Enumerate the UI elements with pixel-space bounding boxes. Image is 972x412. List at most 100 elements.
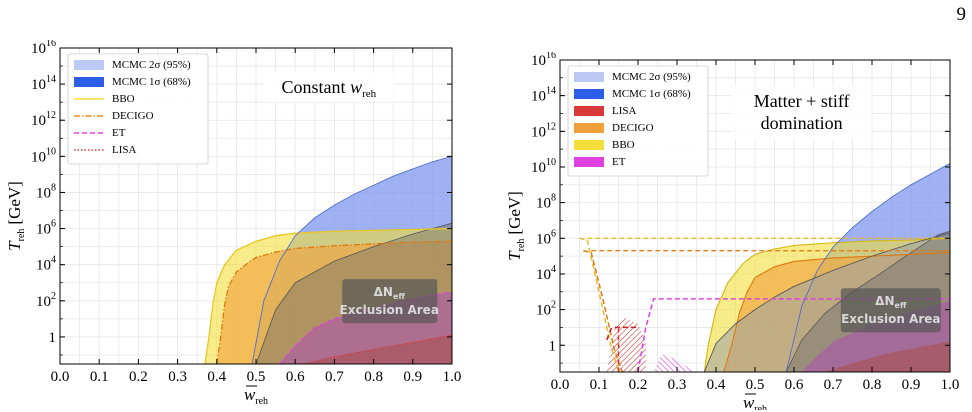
exclusion-label-text: Exclusion Area xyxy=(841,312,940,326)
y-tick-exp: 12 xyxy=(546,121,556,132)
y-tick-label: 106 xyxy=(36,219,56,238)
y-tick-exp: 10 xyxy=(46,146,56,157)
hatched-et-region xyxy=(653,354,693,372)
legend-label: LISA xyxy=(612,105,637,117)
legend-swatch xyxy=(574,72,604,82)
x-tick-label: 0.5 xyxy=(247,369,266,385)
x-tick-label: 0.4 xyxy=(707,377,726,393)
x-axis-label: wreh xyxy=(743,393,767,410)
y-tick-label: 1 xyxy=(49,330,57,346)
annotation-box xyxy=(263,72,394,102)
legend-label: ET xyxy=(612,156,626,168)
y-tick-label: 102 xyxy=(36,291,56,310)
legend-swatch xyxy=(574,123,604,133)
curve-mcmc-1sigma xyxy=(703,232,950,372)
y-tick-exp: 14 xyxy=(546,86,556,97)
x-tick-label: 1.0 xyxy=(443,369,462,385)
x-tick-label: 0.1 xyxy=(90,369,109,385)
y-tick-base: 10 xyxy=(531,124,546,140)
legend-label: MCMC 1σ (68%) xyxy=(112,76,191,88)
y-tick-label: 1014 xyxy=(31,74,56,93)
x-axis-sub: reh xyxy=(754,404,767,410)
y-tick-base: 10 xyxy=(536,303,551,319)
y-tick-exp: 14 xyxy=(46,74,56,85)
y-tick-exp: 4 xyxy=(551,264,556,275)
curve-decigo xyxy=(216,240,452,364)
curve-mcmc xyxy=(785,163,950,372)
exclusion-label-box xyxy=(840,288,941,333)
y-tick-label: 1010 xyxy=(531,157,556,176)
y-tick-base: 10 xyxy=(36,185,51,201)
x-tick-label: 0.3 xyxy=(168,369,187,385)
x-axis-symbol: w xyxy=(743,393,755,410)
y-tick-exp: 8 xyxy=(51,182,56,193)
y-tick-exp: 16 xyxy=(546,52,556,61)
legend-swatch xyxy=(574,140,604,150)
x-tick-label: 0.1 xyxy=(590,377,609,393)
x-tick-label: 0.6 xyxy=(785,377,804,393)
x-tick-label: 0.2 xyxy=(129,369,148,385)
y-axis-sub: reh xyxy=(516,239,527,252)
legend-label: BBO xyxy=(112,93,135,105)
x-tick-label: 0.3 xyxy=(668,377,687,393)
exclusion-label-sub: eff xyxy=(895,301,907,310)
y-tick-exp: 8 xyxy=(551,193,556,204)
y-tick-base: 10 xyxy=(531,89,546,105)
x-tick-label: 0.8 xyxy=(863,377,882,393)
y-tick-label: 102 xyxy=(536,300,556,319)
annotation-box xyxy=(731,86,872,140)
page-number: 9 xyxy=(956,4,967,25)
legend-swatch xyxy=(574,106,604,116)
low-w-curve-lisa xyxy=(606,326,638,341)
y-tick-base: 10 xyxy=(531,160,546,176)
x-tick-label: 0.9 xyxy=(403,369,422,385)
legend-label: MCMC 1σ (68%) xyxy=(612,88,691,100)
x-tick-label: 0.8 xyxy=(364,369,383,385)
y-tick-base: 10 xyxy=(536,267,551,283)
legend-label: BBO xyxy=(612,139,635,151)
legend-label: ET xyxy=(112,127,126,139)
y-axis-sub: reh xyxy=(16,229,27,242)
y-tick-base: 10 xyxy=(36,258,51,274)
y-tick-label: 104 xyxy=(36,255,56,274)
y-tick-label: 1012 xyxy=(531,121,556,140)
area-lisa xyxy=(303,335,452,364)
y-tick-label: 108 xyxy=(536,193,556,212)
curve-bbo xyxy=(703,237,950,372)
curve-mcmc xyxy=(251,155,452,364)
y-tick-label: 1010 xyxy=(31,146,56,165)
legend-label: LISA xyxy=(112,144,137,156)
x-tick-label: 0.7 xyxy=(824,377,843,393)
y-tick-exp: 16 xyxy=(46,40,56,49)
y-tick-exp: 10 xyxy=(546,157,556,168)
y-tick-base: 10 xyxy=(531,53,546,69)
annotation-symbol: w xyxy=(350,77,362,97)
legend-swatch xyxy=(574,157,604,167)
x-tick-label: 0.5 xyxy=(746,377,765,393)
x-tick-label: 0.7 xyxy=(325,369,344,385)
y-tick-base: 10 xyxy=(31,77,46,93)
y-tick-exp: 6 xyxy=(551,228,556,239)
y-tick-exp: 12 xyxy=(46,110,56,121)
exclusion-label-sub: eff xyxy=(393,292,405,301)
x-tick-label: 0.6 xyxy=(286,369,305,385)
y-tick-label: 106 xyxy=(536,228,556,247)
x-tick-label: 0.0 xyxy=(51,369,70,385)
y-tick-base: 10 xyxy=(536,196,551,212)
legend-swatch xyxy=(74,60,104,70)
y-axis-label: Treh [GeV] xyxy=(5,181,27,251)
y-tick-base: 10 xyxy=(536,231,551,247)
x-tick-label: 0.2 xyxy=(629,377,648,393)
y-axis-symbol: T xyxy=(5,240,24,251)
x-axis-sub: reh xyxy=(255,396,268,407)
y-tick-base: 10 xyxy=(31,41,46,57)
y-tick-label: 1014 xyxy=(531,86,556,105)
y-tick-exp: 6 xyxy=(51,219,56,230)
curve-bbo xyxy=(204,227,452,364)
legend-label: DECIGO xyxy=(612,122,654,134)
y-tick-label: 1016 xyxy=(31,40,56,57)
y-axis-unit: [GeV] xyxy=(5,181,24,224)
legend-swatch xyxy=(574,89,604,99)
